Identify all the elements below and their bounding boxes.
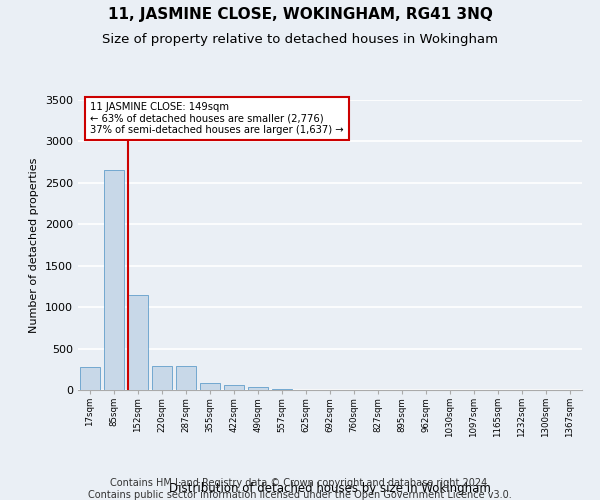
Text: Distribution of detached houses by size in Wokingham: Distribution of detached houses by size … [169,482,491,495]
Bar [128,294,148,390]
Text: 11 JASMINE CLOSE: 149sqm
← 63% of detached houses are smaller (2,776)
37% of sem: 11 JASMINE CLOSE: 149sqm ← 63% of detach… [90,102,344,135]
Bar [200,382,220,390]
Text: Size of property relative to detached houses in Wokingham: Size of property relative to detached ho… [102,32,498,46]
Bar [152,366,172,390]
Text: Contains HM Land Registry data © Crown copyright and database right 2024.
Contai: Contains HM Land Registry data © Crown c… [88,478,512,500]
Bar [248,386,268,390]
Bar [80,367,100,390]
Bar [176,366,196,390]
Y-axis label: Number of detached properties: Number of detached properties [29,158,40,332]
Text: 11, JASMINE CLOSE, WOKINGHAM, RG41 3NQ: 11, JASMINE CLOSE, WOKINGHAM, RG41 3NQ [107,8,493,22]
Bar [224,385,244,390]
Bar [104,170,124,390]
